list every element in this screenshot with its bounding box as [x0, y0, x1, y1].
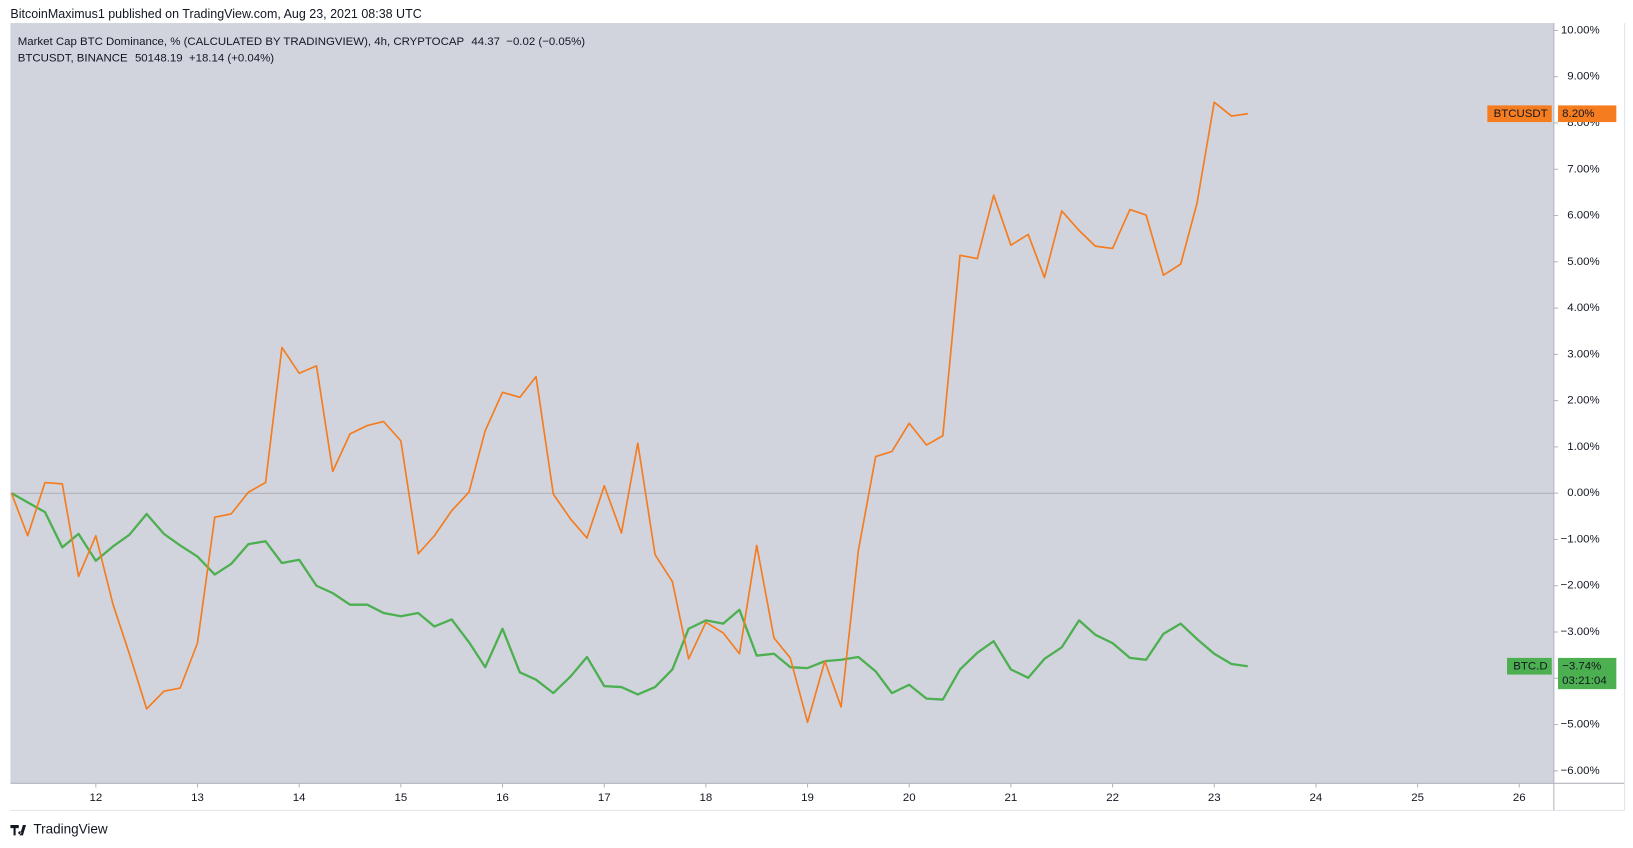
x-tick-label: 19 — [801, 792, 814, 804]
footer-brand: TradingView — [33, 822, 108, 837]
y-tick-label: 7.00% — [1567, 163, 1599, 175]
x-tick-label: 18 — [700, 792, 713, 804]
x-tick-label: 23 — [1208, 792, 1221, 804]
legend-price: 44.37 — [471, 36, 500, 48]
x-tick-label: 22 — [1106, 792, 1119, 804]
price-tag-box — [1558, 105, 1617, 123]
legend-change: +18.14 (+0.04%) — [189, 52, 274, 64]
series-line — [10, 492, 1248, 701]
y-tick-label: −2.00% — [1561, 580, 1600, 592]
x-tick-label: 21 — [1005, 792, 1018, 804]
price-tag-box — [1558, 657, 1617, 690]
x-tick-label: 24 — [1310, 792, 1323, 804]
series-tag-name: BTCUSDT — [1494, 108, 1548, 120]
legend-change: −0.02 (−0.05%) — [506, 36, 585, 48]
y-tick-label: −6.00% — [1561, 765, 1600, 777]
y-tick-label: 6.00% — [1567, 210, 1599, 222]
series-tag-box — [1507, 657, 1552, 675]
bar-countdown: 03:21:04 — [1562, 675, 1607, 687]
y-tick-label: 3.00% — [1567, 348, 1599, 360]
y-tick-label: 1.00% — [1567, 441, 1599, 453]
legend-price: 50148.19 — [135, 52, 183, 64]
series-line — [10, 101, 1248, 724]
x-tick-label: 20 — [903, 792, 916, 804]
y-tick-label: 2.00% — [1567, 395, 1599, 407]
x-tick-label: 15 — [394, 792, 407, 804]
y-tick-label: −5.00% — [1561, 719, 1600, 731]
y-tick-label: 5.00% — [1567, 256, 1599, 268]
series-tag-box — [1487, 105, 1552, 123]
legend-title: BTCUSDT, BINANCE — [18, 52, 128, 64]
x-tick-label: 13 — [191, 792, 204, 804]
publish-header: BitcoinMaximus1 published on TradingView… — [10, 7, 421, 21]
x-tick-label: 25 — [1411, 792, 1424, 804]
x-tick-label: 14 — [293, 792, 306, 804]
y-tick-label: −1.00% — [1561, 533, 1600, 545]
x-tick-label: 26 — [1513, 792, 1526, 804]
x-tick-label: 12 — [89, 792, 102, 804]
y-tick-label: 10.00% — [1561, 24, 1600, 36]
legend-title: Market Cap BTC Dominance, % (CALCULATED … — [18, 36, 465, 48]
y-tick-label: 9.00% — [1567, 71, 1599, 83]
y-tick-label: 0.00% — [1567, 487, 1599, 499]
plot-area — [10, 23, 1554, 784]
y-tick-label: 4.00% — [1567, 302, 1599, 314]
y-tick-label: −3.00% — [1561, 626, 1600, 638]
x-tick-label: 16 — [496, 792, 509, 804]
series-tag-name: BTC.D — [1513, 660, 1547, 672]
x-tick-label: 17 — [598, 792, 611, 804]
series-tag-value: 8.20% — [1562, 108, 1594, 120]
tv-logo — [10, 824, 27, 836]
series-tag-value: −3.74% — [1562, 660, 1601, 672]
